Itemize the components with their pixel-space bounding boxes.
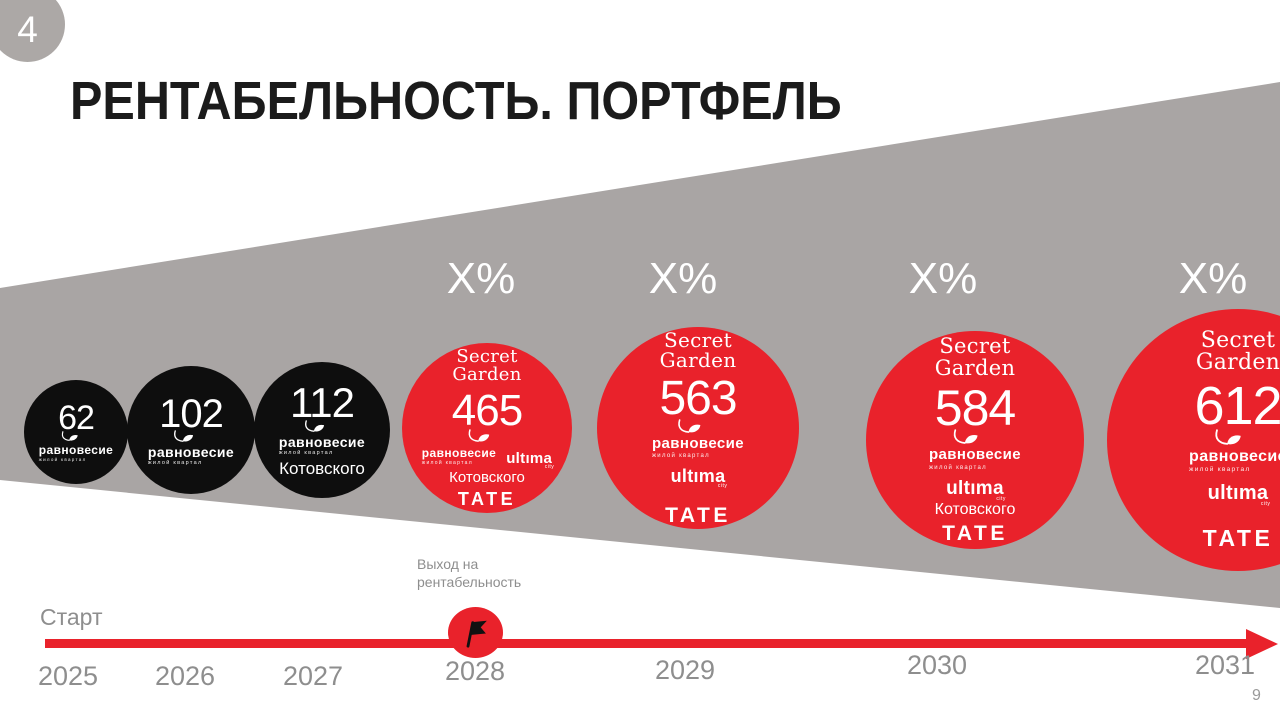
ravnovesie-logo: равновесие [651,434,745,452]
bubble-value: 62 [58,399,95,438]
year-label-2031: 2031 [1194,650,1256,680]
milestone-caption: Выход на рентабельность [417,555,521,591]
ravnovesie-logo: равновесие [278,433,366,450]
bubble-value: 102 [159,391,224,436]
bubble-2026: 102 равновесие жилой квартал [127,366,255,494]
ravnovesie-sublabel: жилой квартал [1189,465,1251,473]
ravnovesie-sublabel: жилой квартал [38,457,87,463]
secret-garden-line1: Secret [1200,327,1276,353]
flag-icon [466,620,487,648]
ravnovesie-sublabel: жилой квартал [651,453,710,460]
milestone-caption-line2: рентабельность [417,574,522,590]
ravnovesie-leaf-icon [1215,429,1241,445]
percent-label-2029: X% [648,254,718,303]
secret-garden-line1: Secret [664,327,732,352]
secret-garden-logo: Secret Garden [935,336,1016,379]
page-title: РЕНТАБЕЛЬНОСТЬ. ПОРТФЕЛЬ [70,71,842,131]
tate-logo: TATE [457,489,517,510]
ravnovesie-logo: равновесие [928,446,1022,464]
ravnovesie-leaf-icon [61,431,78,442]
ultima-wordmark: ultıma [506,449,553,467]
year-label-2027: 2027 [282,661,344,691]
secret-garden-logo: Secret Garden [452,345,522,386]
ravnovesie-sublabel: жилой квартал [147,459,203,466]
percent-label-2031: X% [1178,254,1248,303]
bubble-2025: 62 равновесие жилой квартал [24,380,128,484]
year-label-2029: 2029 [654,655,716,685]
location-label: Котовского [934,500,1016,518]
milestone-flag-marker [448,607,503,658]
ultima-city-sublabel: city [544,463,555,470]
tate-logo: TATE [1202,525,1274,552]
timeline-arrow-shaft [45,639,1250,648]
tate-logo: TATE [665,504,731,528]
ravnovesie-sublabel: жилой квартал [928,464,987,471]
bubble-2028: Secret Garden 465 равновесие жилой кварт… [402,343,572,513]
ravnovesie-leaf-icon [174,429,194,442]
ravnovesie-sublabel: жилой квартал [278,450,334,457]
secret-garden-line2: Garden [659,348,737,373]
bubble-2030: Secret Garden 584 равновесие жилой кварт… [866,331,1084,549]
bubble-2029: Secret Garden 563 равновесие жилой кварт… [597,327,799,529]
ravnovesie-leaf-icon [678,418,701,433]
page-number: 9 [1252,687,1261,704]
tate-logo: TATE [942,521,1008,545]
bubble-2027: 112 равновесие жилой квартал Котовского [254,362,390,498]
ravnovesie-sublabel: жилой квартал [421,459,473,466]
ultima-city-sublabel: city [996,495,1006,502]
year-label-2028: 2028 [444,656,506,686]
ultima-wordmark: ultıma [1207,482,1269,505]
ravnovesie-leaf-icon [953,429,978,445]
year-label-2025: 2025 [37,661,99,691]
secret-garden-line1: Secret [456,345,518,367]
ravnovesie-logo: равновесие [38,443,114,458]
ultima-wordmark: ultıma [670,466,726,487]
ravnovesie-logo: равновесие [1189,448,1280,465]
ravnovesie-leaf-icon [305,419,325,432]
bubble-value: 612 [1194,375,1280,436]
bubble-value: 112 [290,378,355,426]
timeline-arrow-head [1246,629,1278,659]
ultima-city-sublabel: city [1260,501,1271,508]
secret-garden-logo: Secret Garden [660,330,737,371]
ultima-logo: ultıma city [1207,482,1270,507]
year-label-2026: 2026 [154,661,216,691]
bubble-value: 584 [934,380,1016,437]
ultima-logo: ultıma city [670,466,727,489]
secret-garden-line2: Garden [1195,350,1280,376]
ultima-city-sublabel: city [717,483,728,490]
start-label: Старт [40,604,103,630]
percent-label-2030: X% [908,254,978,303]
ultima-logo: ultıma city [506,449,554,470]
secret-garden-line1: Secret [939,334,1011,359]
bubble-value: 465 [451,385,523,435]
year-label-2030: 2030 [906,650,968,680]
location-label: Котовского [449,468,525,486]
secret-garden-line2: Garden [934,355,1016,380]
ultima-logo: ultıma city [946,477,1005,502]
slide-number: 4 [17,8,38,50]
ravnovesie-logo: равновесие [421,445,497,460]
milestone-caption-line1: Выход на [417,556,479,572]
ravnovesie-logo: равновесие [147,443,235,460]
bubble-value: 563 [659,371,737,425]
ravnovesie-leaf-icon [468,428,490,442]
secret-garden-line2: Garden [452,364,522,386]
ultima-wordmark: ultıma [946,477,1004,499]
secret-garden-logo: Secret Garden [1195,327,1280,376]
location-label: Котовского [279,458,365,478]
percent-label-2028: X% [446,254,516,303]
